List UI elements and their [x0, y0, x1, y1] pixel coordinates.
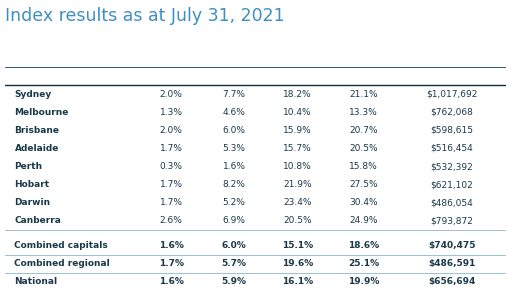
Text: 2.0%: 2.0% [160, 90, 183, 99]
Text: 1.7%: 1.7% [159, 198, 183, 207]
Text: 6.9%: 6.9% [223, 216, 246, 225]
Text: $486,054: $486,054 [431, 198, 473, 207]
Text: Darwin: Darwin [14, 198, 50, 207]
Text: 27.5%: 27.5% [349, 180, 378, 189]
Text: National: National [14, 277, 58, 286]
Text: Combined regional: Combined regional [14, 259, 110, 268]
Text: 30.4%: 30.4% [349, 198, 378, 207]
Text: Median value: Median value [418, 72, 486, 81]
Text: 1.6%: 1.6% [223, 162, 246, 171]
Text: Canberra: Canberra [14, 216, 62, 225]
Text: 6.0%: 6.0% [223, 126, 246, 135]
Text: $793,872: $793,872 [431, 216, 473, 225]
Text: Index results as at July 31, 2021: Index results as at July 31, 2021 [5, 7, 285, 25]
Text: 2.6%: 2.6% [160, 216, 183, 225]
Text: 10.8%: 10.8% [283, 162, 312, 171]
Text: 20.5%: 20.5% [349, 144, 378, 153]
Text: Perth: Perth [14, 162, 43, 171]
Text: 1.6%: 1.6% [159, 277, 183, 286]
Text: 2.0%: 2.0% [160, 126, 183, 135]
Text: $740,475: $740,475 [428, 241, 476, 250]
Text: Month: Month [155, 72, 187, 81]
Text: $1,017,692: $1,017,692 [427, 90, 478, 99]
Text: 1.3%: 1.3% [159, 108, 183, 117]
Text: 16.1%: 16.1% [282, 277, 313, 286]
Text: 21.9%: 21.9% [283, 180, 312, 189]
Text: Total return: Total return [333, 72, 393, 81]
Text: 23.4%: 23.4% [283, 198, 312, 207]
Text: 10.4%: 10.4% [283, 108, 312, 117]
Text: 7.7%: 7.7% [223, 90, 246, 99]
Text: $621,102: $621,102 [431, 180, 473, 189]
Text: 5.9%: 5.9% [222, 277, 247, 286]
Text: 1.7%: 1.7% [158, 259, 184, 268]
Text: 18.2%: 18.2% [283, 90, 312, 99]
Text: Brisbane: Brisbane [14, 126, 60, 135]
Text: Adelaide: Adelaide [14, 144, 59, 153]
Text: $762,068: $762,068 [431, 108, 473, 117]
Text: Quarter: Quarter [214, 72, 254, 81]
Text: 5.7%: 5.7% [222, 259, 247, 268]
Text: Annual: Annual [279, 72, 315, 81]
Text: 15.1%: 15.1% [282, 241, 313, 250]
Text: $486,591: $486,591 [429, 259, 476, 268]
Text: 13.3%: 13.3% [349, 108, 378, 117]
Text: Hobart: Hobart [14, 180, 49, 189]
Text: Change in dwelling values: Change in dwelling values [246, 53, 400, 63]
Text: 24.9%: 24.9% [349, 216, 378, 225]
Text: 5.3%: 5.3% [223, 144, 246, 153]
Text: 15.8%: 15.8% [349, 162, 378, 171]
Text: Combined capitals: Combined capitals [14, 241, 108, 250]
Text: $598,615: $598,615 [431, 126, 473, 135]
Text: 21.1%: 21.1% [349, 90, 378, 99]
Text: 4.6%: 4.6% [223, 108, 246, 117]
Text: $532,392: $532,392 [431, 162, 473, 171]
Text: $656,694: $656,694 [429, 277, 476, 286]
Text: 6.0%: 6.0% [222, 241, 246, 250]
Text: 19.6%: 19.6% [282, 259, 313, 268]
Text: 19.9%: 19.9% [348, 277, 379, 286]
Text: $516,454: $516,454 [431, 144, 473, 153]
Text: 1.6%: 1.6% [159, 241, 183, 250]
Text: 20.5%: 20.5% [283, 216, 312, 225]
Text: 25.1%: 25.1% [348, 259, 379, 268]
Text: 8.2%: 8.2% [223, 180, 246, 189]
Text: 15.7%: 15.7% [283, 144, 312, 153]
Text: 0.3%: 0.3% [159, 162, 183, 171]
Text: 18.6%: 18.6% [348, 241, 379, 250]
Text: Sydney: Sydney [14, 90, 52, 99]
Text: 20.7%: 20.7% [349, 126, 378, 135]
Text: Melbourne: Melbourne [14, 108, 69, 117]
Text: 1.7%: 1.7% [159, 144, 183, 153]
Text: 15.9%: 15.9% [283, 126, 312, 135]
Text: 1.7%: 1.7% [159, 180, 183, 189]
Text: 5.2%: 5.2% [223, 198, 246, 207]
